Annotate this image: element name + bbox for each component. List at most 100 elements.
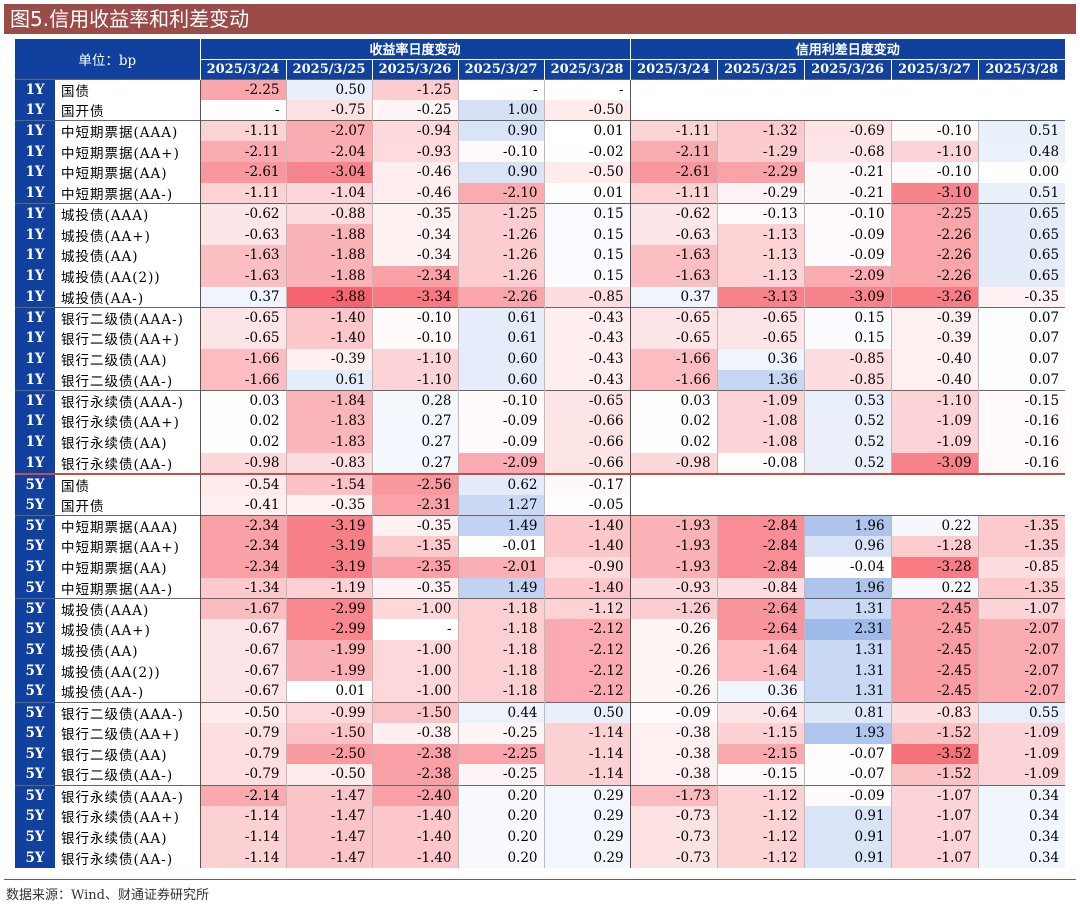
yield-change-cell: -1.40 <box>543 536 631 557</box>
spread-change-cell: 0.07 <box>977 328 1066 349</box>
spread-change-cell: 0.91 <box>803 826 892 848</box>
table-row: 5Y 城投债(AA(2)) -0.67 -1.99 -1.00 -1.18 -2.12 -0.… <box>15 660 1066 682</box>
yield-change-cell: -2.12 <box>543 639 631 661</box>
spread-change-cell: 0.34 <box>977 805 1066 827</box>
bond-name-cell: 城投债(AA+) <box>55 619 201 640</box>
spread-change-cell: -0.62 <box>629 203 718 225</box>
table-row: 5Y 城投债(AAA) -1.67 -2.99 -1.00 -1.18 -1.12 -1.26… <box>15 597 1066 619</box>
yield-change-cell: - <box>371 619 459 640</box>
spread-change-cell: 1.93 <box>803 722 892 744</box>
yield-change-cell: - <box>199 99 287 121</box>
bond-name-cell: 银行永续债(AA+) <box>55 805 201 827</box>
yield-change-cell: -2.50 <box>285 743 373 765</box>
spread-change-cell: -1.11 <box>629 182 718 204</box>
table-row: 1Y 银行二级债(AA+) -0.65 -1.40 -0.10 0.61 -0.43 -0.6… <box>15 328 1066 349</box>
bond-name-cell: 城投债(AAA) <box>55 597 201 619</box>
yield-change-cell: 1.27 <box>457 494 545 516</box>
spread-change-cell: 0.96 <box>803 536 892 557</box>
yield-change-cell: -1.40 <box>543 577 631 599</box>
yield-change-cell: -2.99 <box>285 619 373 640</box>
yield-change-cell: -0.34 <box>371 245 459 266</box>
bond-name-cell: 城投债(AA(2)) <box>55 660 201 682</box>
bond-name-cell: 城投债(AA-) <box>55 286 201 308</box>
spread-change-cell: -1.12 <box>716 805 805 827</box>
yield-change-cell: -0.62 <box>199 203 287 225</box>
yield-change-cell: -2.01 <box>457 556 545 578</box>
spread-change-cell: -2.64 <box>716 619 805 640</box>
spread-change-cell: 0.81 <box>803 701 892 723</box>
spread-change-cell: -0.13 <box>716 203 805 225</box>
spread-change-cell: -0.64 <box>716 701 805 723</box>
yield-change-cell: -0.25 <box>371 99 459 121</box>
spread-change-cell: -0.65 <box>716 328 805 349</box>
yield-change-cell: -0.43 <box>543 306 631 328</box>
yield-change-cell: -1.50 <box>371 701 459 723</box>
tenor-cell: 1Y <box>15 431 55 453</box>
tenor-cell: 1Y <box>15 389 55 411</box>
yield-change-cell: -1.10 <box>371 369 459 391</box>
spread-change-cell: 0.15 <box>803 306 892 328</box>
table-row: 1Y 银行永续债(AAA-) 0.03 -1.84 0.28 -0.10 -0.65 0.03… <box>15 389 1066 411</box>
spread-change-cell: -1.29 <box>716 141 805 162</box>
spread-change-cell: -2.07 <box>977 681 1066 702</box>
spread-change-cell: -1.35 <box>977 536 1066 557</box>
bond-name-cell: 国债 <box>55 78 201 100</box>
yield-change-cell: -0.90 <box>543 556 631 578</box>
tenor-cell: 5Y <box>15 619 55 640</box>
table-row: 5Y 城投债(AA+) -0.67 -2.99- -1.18 -2.12 -0.26 -2.6… <box>15 619 1066 640</box>
spread-change-cell: -0.07 <box>803 743 892 765</box>
yield-change-cell: -2.35 <box>371 556 459 578</box>
yield-change-cell: -2.40 <box>371 784 459 806</box>
spread-change-cell: -3.28 <box>890 556 979 578</box>
spread-change-cell: -2.25 <box>890 203 979 225</box>
date-header: 2025/3/25 <box>716 59 805 79</box>
yield-change-cell: -1.66 <box>199 348 287 370</box>
yield-change-cell: 0.20 <box>457 847 545 868</box>
spread-change-cell: -2.61 <box>629 162 718 183</box>
spread-change-cell: -0.26 <box>629 660 718 682</box>
spread-change-cell: -2.45 <box>890 619 979 640</box>
yield-change-cell: -0.35 <box>371 514 459 536</box>
spread-change-cell: 0.37 <box>629 286 718 308</box>
yield-change-cell: 0.27 <box>371 452 459 474</box>
yield-change-cell: -0.01 <box>457 536 545 557</box>
yield-change-cell: -2.34 <box>371 265 459 287</box>
yield-change-cell: -2.10 <box>457 182 545 204</box>
spread-change-cell: 0.51 <box>977 182 1066 204</box>
spread-change-cell: -3.26 <box>890 286 979 308</box>
spread-change-cell: -0.10 <box>890 120 979 142</box>
yield-change-cell: -0.63 <box>199 224 287 245</box>
yield-change-cell: -2.12 <box>543 681 631 702</box>
yield-change-cell: -1.40 <box>371 826 459 848</box>
spread-change-cell: -0.29 <box>716 182 805 204</box>
yield-change-cell: -3.19 <box>285 556 373 578</box>
bond-name-cell: 中短期票据(AA+) <box>55 536 201 557</box>
spread-change-cell: -0.63 <box>629 224 718 245</box>
spread-change-cell: -0.26 <box>629 639 718 661</box>
tenor-cell: 1Y <box>15 99 55 121</box>
yield-change-cell: -0.10 <box>457 141 545 162</box>
bond-name-cell: 中短期票据(AAA) <box>55 514 201 536</box>
yield-change-cell: 0.90 <box>457 120 545 142</box>
table-row: 5Y 银行二级债(AA) -0.79 -2.50 -2.38 -2.25 -1.14 -0.3… <box>15 743 1066 765</box>
spread-change-cell: -0.16 <box>977 411 1066 432</box>
empty-spread-cell <box>629 78 1066 100</box>
spread-change-cell: -0.35 <box>977 286 1066 308</box>
tenor-cell: 1Y <box>15 369 55 391</box>
yield-change-cell: 0.15 <box>543 245 631 266</box>
spread-change-cell: -1.35 <box>977 577 1066 599</box>
spread-change-cell: -0.26 <box>629 619 718 640</box>
spread-change-cell: -1.15 <box>716 722 805 744</box>
spread-change-cell: 1.31 <box>803 639 892 661</box>
yield-change-cell: -0.09 <box>457 411 545 432</box>
tenor-cell: 1Y <box>15 224 55 245</box>
tenor-cell: 1Y <box>15 182 55 204</box>
yield-change-cell: -2.34 <box>199 514 287 536</box>
yield-change-cell: -0.09 <box>457 431 545 453</box>
tenor-cell: 5Y <box>15 639 55 661</box>
yield-change-cell: 0.60 <box>457 369 545 391</box>
tenor-cell: 5Y <box>15 514 55 536</box>
yield-change-cell: 0.29 <box>543 805 631 827</box>
spread-change-cell: -1.32 <box>716 120 805 142</box>
date-header: 2025/3/27 <box>457 59 545 79</box>
